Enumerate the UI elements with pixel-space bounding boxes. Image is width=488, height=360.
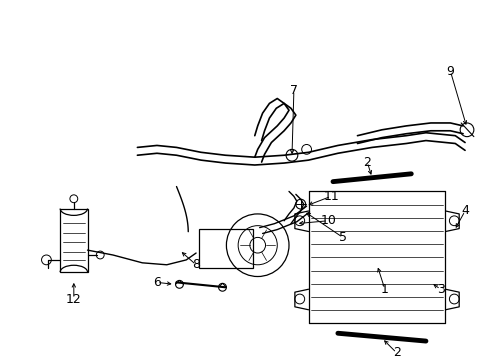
Text: 2: 2 [363,156,370,168]
Text: 6: 6 [153,276,161,289]
Text: 8: 8 [192,258,200,271]
Text: 2: 2 [392,346,400,359]
Text: 7: 7 [289,84,297,97]
Text: 9: 9 [446,64,453,78]
Text: 4: 4 [460,204,468,217]
Text: 10: 10 [320,214,335,227]
Text: 1: 1 [380,283,388,296]
Text: 5: 5 [338,231,346,244]
Text: 12: 12 [66,293,81,306]
Text: 3: 3 [436,283,444,296]
Bar [60,208,87,272]
Bar [199,229,252,268]
Text: 11: 11 [323,190,338,203]
